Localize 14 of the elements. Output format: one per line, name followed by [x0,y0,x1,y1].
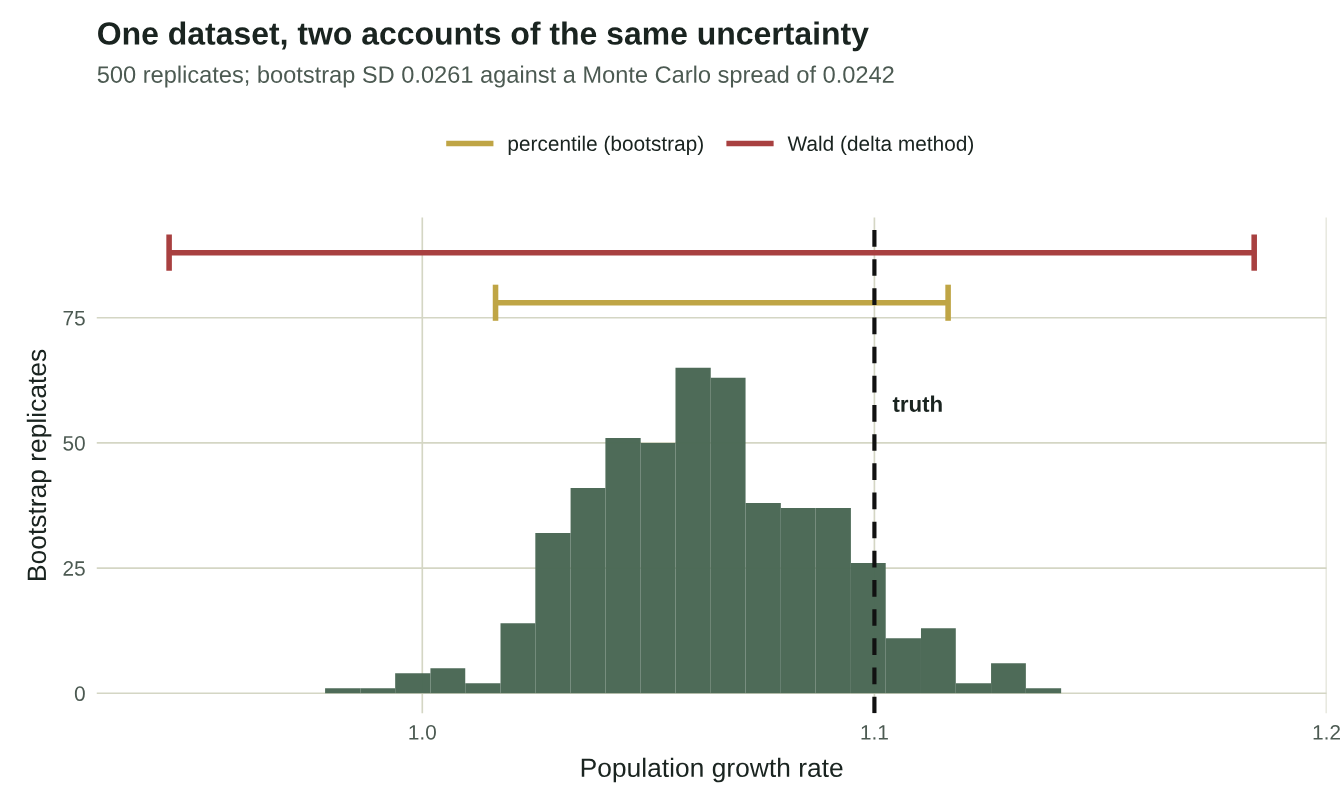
chart-subtitle: 500 replicates; bootstrap SD 0.0261 against a Monte Carlo spread of 0.0242 [97,65,894,88]
x-axis-title: Population growth rate [581,757,843,783]
y-tick-label: 0 [74,686,85,702]
x-tick-label: 1.0 [409,724,436,740]
y-tick-label: 25 [63,561,85,576]
x-tick-label: 1.2 [1313,724,1340,740]
chart-title: One dataset, two accounts of the same uncertainty [98,21,869,52]
ref-line-label: truth [892,395,942,412]
y-tick-label: 75 [63,310,85,326]
y-tick-label: 50 [63,435,85,451]
legend-label: percentile (bootstrap) [508,135,703,156]
y-axis-title: Bootstrap replicates [26,349,52,580]
legend-label: Wald (delta method) [787,135,974,156]
x-tick-label: 1.1 [861,725,888,740]
